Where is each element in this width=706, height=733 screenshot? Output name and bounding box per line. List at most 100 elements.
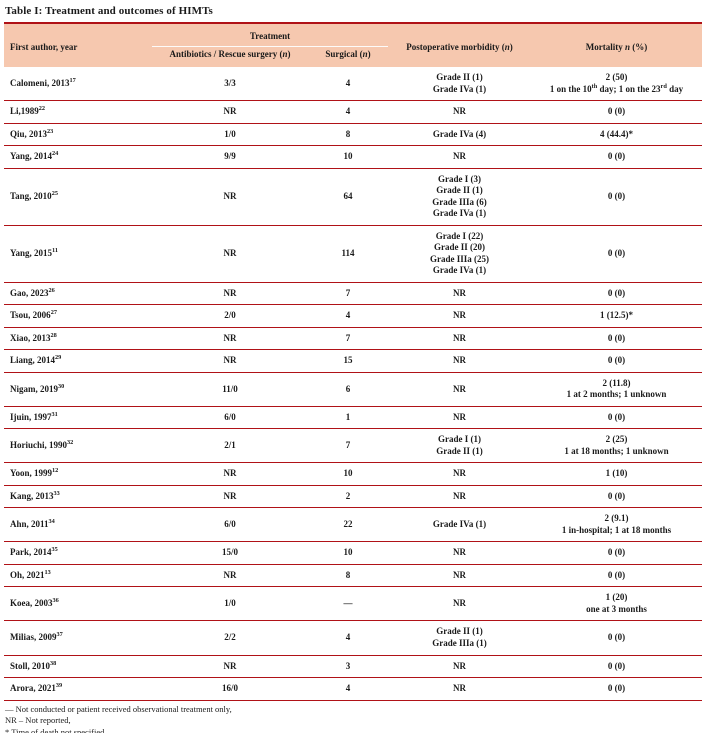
antibiotics-cell: NR	[152, 100, 308, 124]
table-row: Tang, 201025 NR 64 Grade I (3) Grade II (…	[4, 168, 702, 226]
cell-line: Grade IIIa (25)	[430, 253, 489, 264]
antibiotics-cell: NR	[152, 168, 308, 226]
surgical-cell: 10	[308, 541, 388, 565]
surgical-cell: 22	[308, 507, 388, 543]
antibiotics-cell: 9/9	[152, 145, 308, 169]
cell-line: Grade IVa (1)	[432, 208, 487, 219]
surgical-label-n: n	[362, 49, 368, 59]
surgical-cell: 114	[308, 225, 388, 283]
antibiotics-cell: NR	[152, 485, 308, 509]
table-row: Yang, 201424 9/9 10 NR 0 (0)	[4, 145, 702, 169]
mortality-cell: 2 (11.8) 1 at 2 months; 1 unknown	[531, 372, 702, 407]
author-ref: 39	[55, 682, 63, 690]
morbidity-cell: NR	[388, 282, 531, 306]
col-header-surgical: Surgical (n)	[308, 46, 388, 67]
mortality-cell: 0 (0)	[531, 327, 702, 351]
table-row: Koea, 200336 1/0 — NR 1 (20) one at 3 mon…	[4, 586, 702, 622]
cell-line: Grade IVa (1)	[432, 519, 487, 530]
author-name: Ijuin, 1997	[10, 411, 52, 422]
morbidity-cell: Grade I (1) Grade II (1)	[388, 428, 531, 464]
author-name: Tsou, 2006	[10, 310, 51, 321]
table-row: Xiao, 201328 NR 7 NR 0 (0)	[4, 327, 702, 351]
table-row: Park, 201435 15/0 10 NR 0 (0)	[4, 541, 702, 565]
footnote-line: NR – Not reported,	[5, 715, 71, 726]
author-name: Oh, 2021	[10, 569, 45, 580]
antibiotics-cell: 2/2	[152, 620, 308, 656]
morbidity-cell: NR	[388, 100, 531, 124]
antibiotics-cell: NR	[152, 655, 308, 679]
morbidity-label-n: n	[504, 42, 510, 52]
col-header-antibiotics: Antibiotics / Rescue surgery (n)	[152, 46, 308, 67]
antibiotics-cell: NR	[152, 282, 308, 306]
author-cell: Liang, 201429	[4, 349, 152, 373]
surgical-cell: 6	[308, 372, 388, 407]
author-ref: 29	[55, 354, 62, 362]
cell-line: NR	[453, 332, 466, 343]
table-row: Yang, 201511 NR 114 Grade I (22) Grade II…	[4, 225, 702, 283]
table-row: Tsou, 200627 2/0 4 NR 1 (12.5)*	[4, 304, 702, 328]
mortality-cell: 0 (0)	[531, 620, 702, 656]
cell-line: 1 (10)	[605, 468, 628, 479]
table-row: Li,198922 NR 4 NR 0 (0)	[4, 100, 702, 124]
table-row: Ijuin, 199731 6/0 1 NR 0 (0)	[4, 406, 702, 430]
mortality-cell: 0 (0)	[531, 541, 702, 565]
cell-line: 0 (0)	[607, 247, 626, 258]
author-name: Qiu, 2013	[10, 128, 48, 139]
surgical-label-post: )	[367, 49, 371, 59]
cell-line: 1 at 2 months; 1 unknown	[566, 389, 667, 400]
author-ref: 36	[52, 597, 59, 605]
author-ref: 30	[58, 382, 65, 390]
antibiotics-cell: 6/0	[152, 406, 308, 430]
antibiotics-cell: 1/0	[152, 123, 308, 147]
cell-line: NR	[453, 151, 466, 162]
author-cell: Park, 201435	[4, 541, 152, 565]
surgical-cell: 4	[308, 67, 388, 102]
author-ref: 34	[48, 518, 55, 526]
morbidity-cell: NR	[388, 406, 531, 430]
cell-line: 0 (0)	[607, 569, 626, 580]
morbidity-label-post: )	[509, 42, 513, 52]
table-row: Liang, 201429 NR 15 NR 0 (0)	[4, 349, 702, 373]
surgical-cell: 4	[308, 100, 388, 124]
author-name: Park, 2014	[10, 547, 52, 558]
author-cell: Kang, 201333	[4, 485, 152, 509]
author-cell: Ijuin, 199731	[4, 406, 152, 430]
antibiotics-label-n: n	[282, 49, 288, 59]
author-cell: Tang, 201025	[4, 168, 152, 226]
author-name: Nigam, 2019	[10, 383, 58, 394]
cell-line: Grade IVa (4)	[432, 128, 487, 139]
cell-line: 0 (0)	[607, 355, 626, 366]
cell-line: 0 (0)	[607, 106, 626, 117]
author-name: Koea, 2003	[10, 598, 53, 609]
cell-line: Grade IIIa (1)	[432, 637, 487, 648]
cell-line: 2 (9.1)	[604, 513, 629, 524]
cell-line: 0 (0)	[607, 151, 626, 162]
mortality-cell: 0 (0)	[531, 564, 702, 588]
author-cell: Nigam, 201930	[4, 372, 152, 407]
author-cell: Xiao, 201328	[4, 327, 152, 351]
surgical-cell: 3	[308, 655, 388, 679]
table-row: Oh, 202113 NR 8 NR 0 (0)	[4, 564, 702, 588]
author-ref: 35	[51, 546, 58, 554]
antibiotics-cell: NR	[152, 564, 308, 588]
antibiotics-cell: 6/0	[152, 507, 308, 543]
mortality-cell: 0 (0)	[531, 168, 702, 226]
col-header-author: First author, year	[4, 23, 152, 67]
author-cell: Arora, 202139	[4, 677, 152, 701]
mortality-cell: 1 (20) one at 3 months	[531, 586, 702, 622]
surgical-cell: 7	[308, 282, 388, 306]
mortality-cell: 0 (0)	[531, 406, 702, 430]
cell-line: 2 (25)	[605, 434, 628, 445]
inline-superscript: th	[591, 82, 598, 90]
surgical-cell: 10	[308, 462, 388, 486]
author-cell: Li,198922	[4, 100, 152, 124]
surgical-cell: 2	[308, 485, 388, 509]
antibiotics-cell: 11/0	[152, 372, 308, 407]
col-header-mortality: Mortality n (%)	[531, 23, 702, 67]
author-name: Kang, 2013	[10, 490, 54, 501]
author-name: Milias, 2009	[10, 632, 57, 643]
author-ref: 13	[44, 568, 51, 576]
antibiotics-cell: NR	[152, 327, 308, 351]
table-row: Kang, 201333 NR 2 NR 0 (0)	[4, 485, 702, 509]
author-ref: 11	[52, 246, 58, 254]
